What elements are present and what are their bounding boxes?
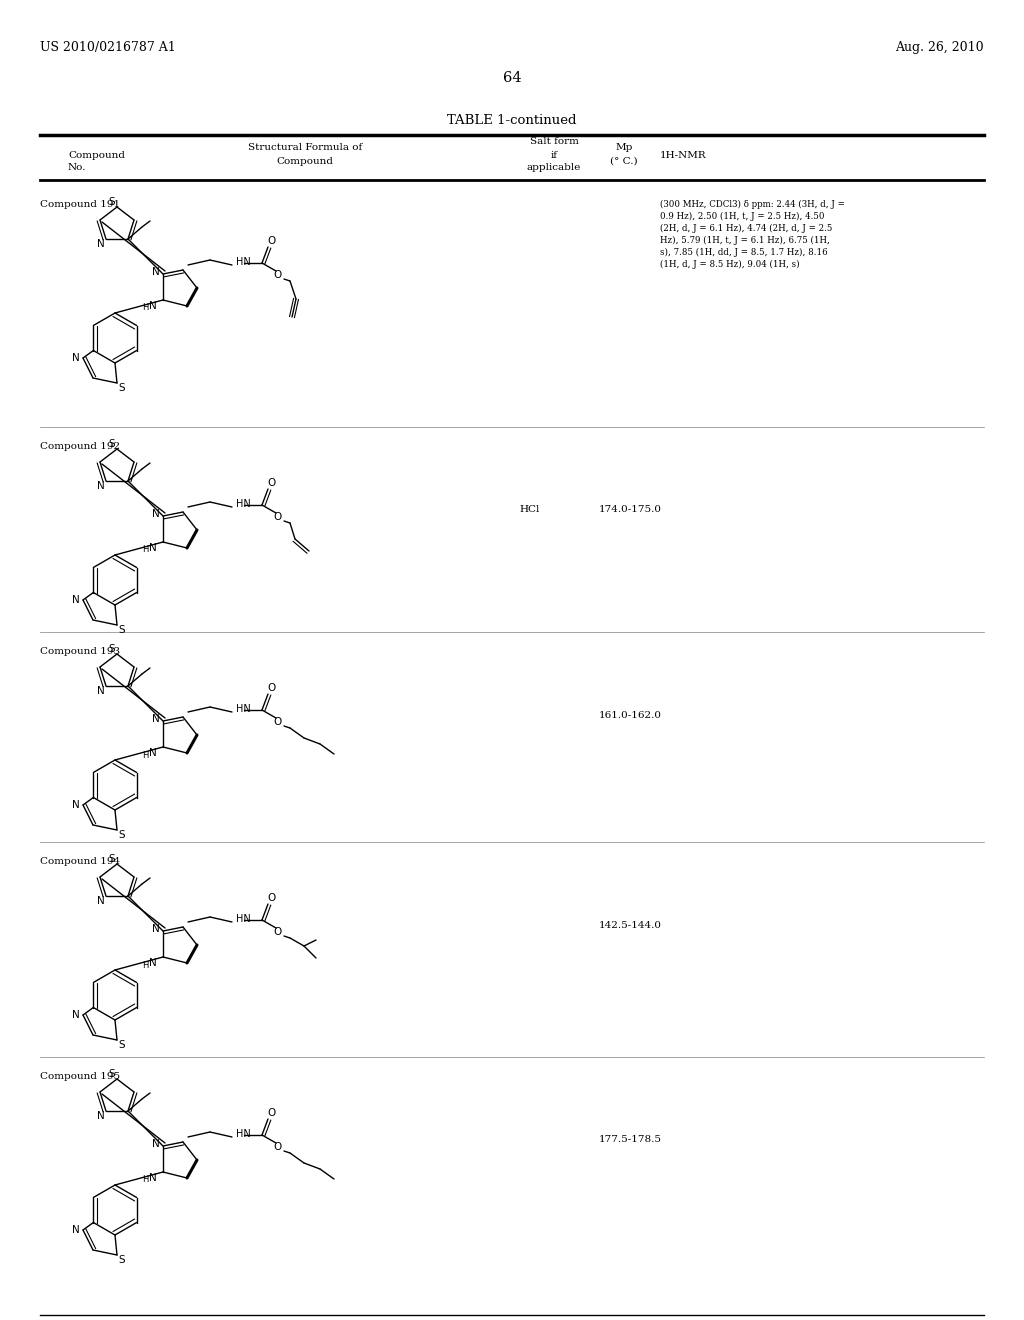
Text: 161.0-162.0: 161.0-162.0 — [598, 710, 662, 719]
Text: Compound 195: Compound 195 — [40, 1072, 120, 1081]
Text: N: N — [150, 543, 157, 553]
Text: N: N — [153, 1139, 160, 1148]
Text: N: N — [97, 686, 104, 696]
Text: TABLE 1-continued: TABLE 1-continued — [447, 114, 577, 127]
Text: O: O — [273, 927, 283, 937]
Text: N: N — [97, 896, 104, 906]
Text: 174.0-175.0: 174.0-175.0 — [598, 506, 662, 515]
Text: H: H — [141, 961, 148, 969]
Text: S: S — [119, 1255, 125, 1265]
Text: N: N — [97, 1111, 104, 1121]
Text: 1H-NMR: 1H-NMR — [660, 150, 707, 160]
Text: N: N — [150, 748, 157, 758]
Text: 64: 64 — [503, 71, 521, 84]
Text: S: S — [119, 830, 125, 840]
Text: N: N — [153, 267, 160, 277]
Text: O: O — [273, 512, 283, 521]
Text: HN: HN — [236, 499, 251, 510]
Text: HN: HN — [236, 257, 251, 267]
Text: Compound 191: Compound 191 — [40, 201, 120, 209]
Text: 142.5-144.0: 142.5-144.0 — [598, 920, 662, 929]
Text: N: N — [153, 924, 160, 935]
Text: O: O — [267, 236, 275, 246]
Text: (° C.): (° C.) — [610, 157, 638, 165]
Text: O: O — [267, 682, 275, 693]
Text: H: H — [141, 1176, 148, 1184]
Text: N: N — [72, 1225, 80, 1236]
Text: Compound 192: Compound 192 — [40, 442, 120, 451]
Text: S: S — [109, 644, 116, 653]
Text: O: O — [273, 1142, 283, 1152]
Text: No.: No. — [68, 164, 86, 173]
Text: N: N — [72, 800, 80, 810]
Text: N: N — [150, 1173, 157, 1183]
Text: H: H — [141, 304, 148, 313]
Text: N: N — [72, 595, 80, 605]
Text: S: S — [109, 197, 116, 207]
Text: N: N — [153, 510, 160, 519]
Text: N: N — [153, 714, 160, 723]
Text: O: O — [273, 717, 283, 727]
Text: S: S — [119, 1040, 125, 1049]
Text: H: H — [141, 545, 148, 554]
Text: N: N — [72, 1010, 80, 1020]
Text: S: S — [119, 383, 125, 393]
Text: 177.5-178.5: 177.5-178.5 — [598, 1135, 662, 1144]
Text: HCl: HCl — [520, 506, 541, 515]
Text: Structural Formula of: Structural Formula of — [248, 144, 362, 153]
Text: N: N — [97, 239, 104, 249]
Text: Compound: Compound — [68, 150, 125, 160]
Text: N: N — [150, 301, 157, 312]
Text: Aug. 26, 2010: Aug. 26, 2010 — [895, 41, 984, 54]
Text: HN: HN — [236, 913, 251, 924]
Text: US 2010/0216787 A1: US 2010/0216787 A1 — [40, 41, 176, 54]
Text: Salt form: Salt form — [529, 137, 579, 147]
Text: N: N — [150, 958, 157, 968]
Text: Compound: Compound — [276, 157, 334, 165]
Text: O: O — [267, 894, 275, 903]
Text: O: O — [267, 1107, 275, 1118]
Text: applicable: applicable — [526, 164, 582, 173]
Text: Mp: Mp — [615, 144, 633, 153]
Text: S: S — [109, 854, 116, 865]
Text: S: S — [119, 624, 125, 635]
Text: N: N — [97, 480, 104, 491]
Text: Compound 194: Compound 194 — [40, 857, 120, 866]
Text: (300 MHz, CDCl3) δ ppm: 2.44 (3H, d, J =
0.9 Hz), 2.50 (1H, t, J = 2.5 Hz), 4.50: (300 MHz, CDCl3) δ ppm: 2.44 (3H, d, J =… — [660, 201, 845, 269]
Text: S: S — [109, 440, 116, 449]
Text: N: N — [72, 352, 80, 363]
Text: O: O — [273, 271, 283, 280]
Text: HN: HN — [236, 704, 251, 714]
Text: S: S — [109, 1069, 116, 1078]
Text: O: O — [267, 478, 275, 488]
Text: HN: HN — [236, 1129, 251, 1139]
Text: Compound 193: Compound 193 — [40, 647, 120, 656]
Text: if: if — [551, 150, 557, 160]
Text: H: H — [141, 751, 148, 759]
